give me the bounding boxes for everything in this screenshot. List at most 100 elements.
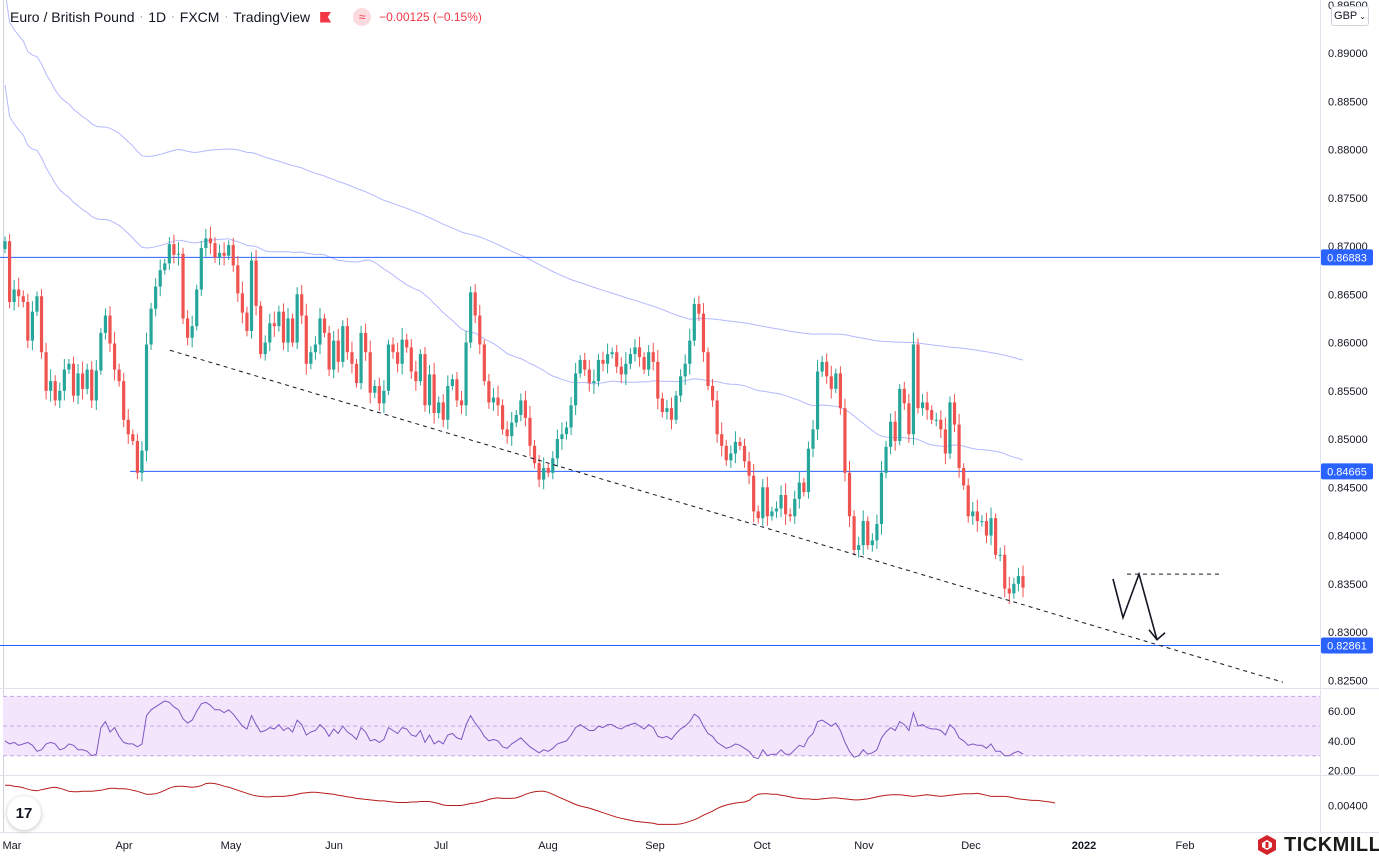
candle-body	[53, 381, 57, 401]
candle	[103, 308, 108, 340]
candle	[628, 348, 633, 370]
candle	[154, 278, 158, 317]
currency-dropdown[interactable]: GBP ⌄	[1331, 6, 1369, 26]
candle-body	[377, 385, 381, 404]
interval-label[interactable]: 1D	[148, 9, 167, 25]
approx-icon[interactable]: ≈	[353, 8, 372, 26]
candle-body	[587, 369, 591, 384]
candle	[815, 359, 820, 441]
candle-body	[779, 495, 783, 509]
candle-body	[651, 352, 655, 362]
candle	[1012, 577, 1016, 599]
candle-body	[90, 369, 94, 401]
candle-body	[980, 521, 984, 523]
candle-body	[158, 270, 162, 287]
candle	[765, 476, 769, 526]
ma-upper-line	[5, 0, 1024, 361]
candle	[916, 338, 920, 414]
candle-body	[788, 514, 792, 517]
candle-body	[615, 352, 619, 367]
candle-body	[834, 373, 838, 389]
candle	[605, 343, 610, 374]
drawings[interactable]	[169, 349, 1284, 683]
candle-body	[336, 340, 340, 362]
flag-icon[interactable]	[320, 11, 332, 23]
time-axis[interactable]: Mar Apr May Jun Jul Aug Sep Oct Nov Dec 2022 Feb	[3, 840, 1195, 852]
candle-body	[907, 403, 911, 435]
candle	[144, 332, 149, 462]
candle-body	[505, 429, 509, 437]
candle	[980, 515, 984, 527]
candle	[327, 325, 331, 377]
candle-body	[473, 292, 477, 316]
candle-body	[391, 344, 395, 353]
candle	[788, 508, 792, 522]
candle-body	[820, 361, 824, 372]
candle	[957, 413, 961, 478]
candle-body	[806, 448, 811, 493]
time-tick-label: Mar	[3, 840, 22, 852]
candle-body	[126, 419, 130, 435]
candle	[455, 372, 459, 407]
candle	[39, 289, 44, 359]
candle	[834, 368, 838, 394]
symbol-title[interactable]: Euro / British Pound	[10, 9, 135, 25]
candle	[893, 411, 897, 451]
candle	[450, 374, 454, 391]
projection-path[interactable]	[1112, 571, 1158, 641]
candle-body	[400, 339, 404, 364]
candle-body	[528, 417, 532, 446]
candle-body	[414, 371, 418, 382]
candle	[596, 353, 601, 387]
chart-header: Euro / British Pound · 1D · FXCM · Tradi…	[10, 6, 482, 28]
candle	[272, 311, 276, 337]
price-tick-label: 0.87500	[1328, 193, 1368, 205]
candle-body	[756, 511, 760, 519]
candle-body	[190, 326, 194, 338]
candle	[44, 342, 48, 400]
candle	[135, 433, 139, 480]
candle-body	[487, 381, 491, 403]
candle	[637, 336, 642, 367]
tradingview-logo-icon[interactable]: 17	[7, 796, 41, 830]
candle	[994, 513, 998, 560]
candle-body	[564, 427, 569, 435]
candle-body	[163, 263, 167, 271]
trendline[interactable]	[169, 349, 1284, 683]
candle	[811, 419, 815, 458]
candle-body	[450, 379, 454, 386]
candle-body	[3, 241, 7, 249]
candle-body	[149, 308, 153, 345]
candle	[633, 339, 637, 362]
level-price-tag	[1321, 637, 1373, 654]
candle	[90, 361, 94, 408]
candle-body	[295, 294, 299, 343]
candle	[186, 310, 190, 346]
candle-body	[610, 352, 614, 355]
candle-body	[802, 482, 806, 493]
candle	[35, 291, 39, 317]
candle	[478, 304, 482, 355]
candle-body	[583, 359, 587, 370]
candle	[519, 393, 523, 422]
candle-body	[724, 445, 728, 461]
candle-body	[204, 238, 208, 248]
candle	[574, 362, 578, 415]
candles	[3, 226, 1025, 605]
candle-body	[574, 373, 578, 406]
price-axis[interactable]: 0.895000.890000.885000.880000.875000.870…	[1328, 0, 1368, 687]
candle	[984, 512, 989, 544]
candle	[112, 331, 117, 381]
candle	[172, 234, 176, 264]
candle	[697, 295, 701, 322]
candle	[199, 240, 203, 296]
candle-body	[633, 347, 637, 355]
candle-body	[752, 475, 756, 512]
candle	[3, 236, 7, 254]
candle	[322, 313, 327, 338]
candle-body	[99, 332, 103, 371]
candle	[163, 258, 167, 275]
candle	[619, 357, 623, 383]
candle	[948, 396, 952, 459]
